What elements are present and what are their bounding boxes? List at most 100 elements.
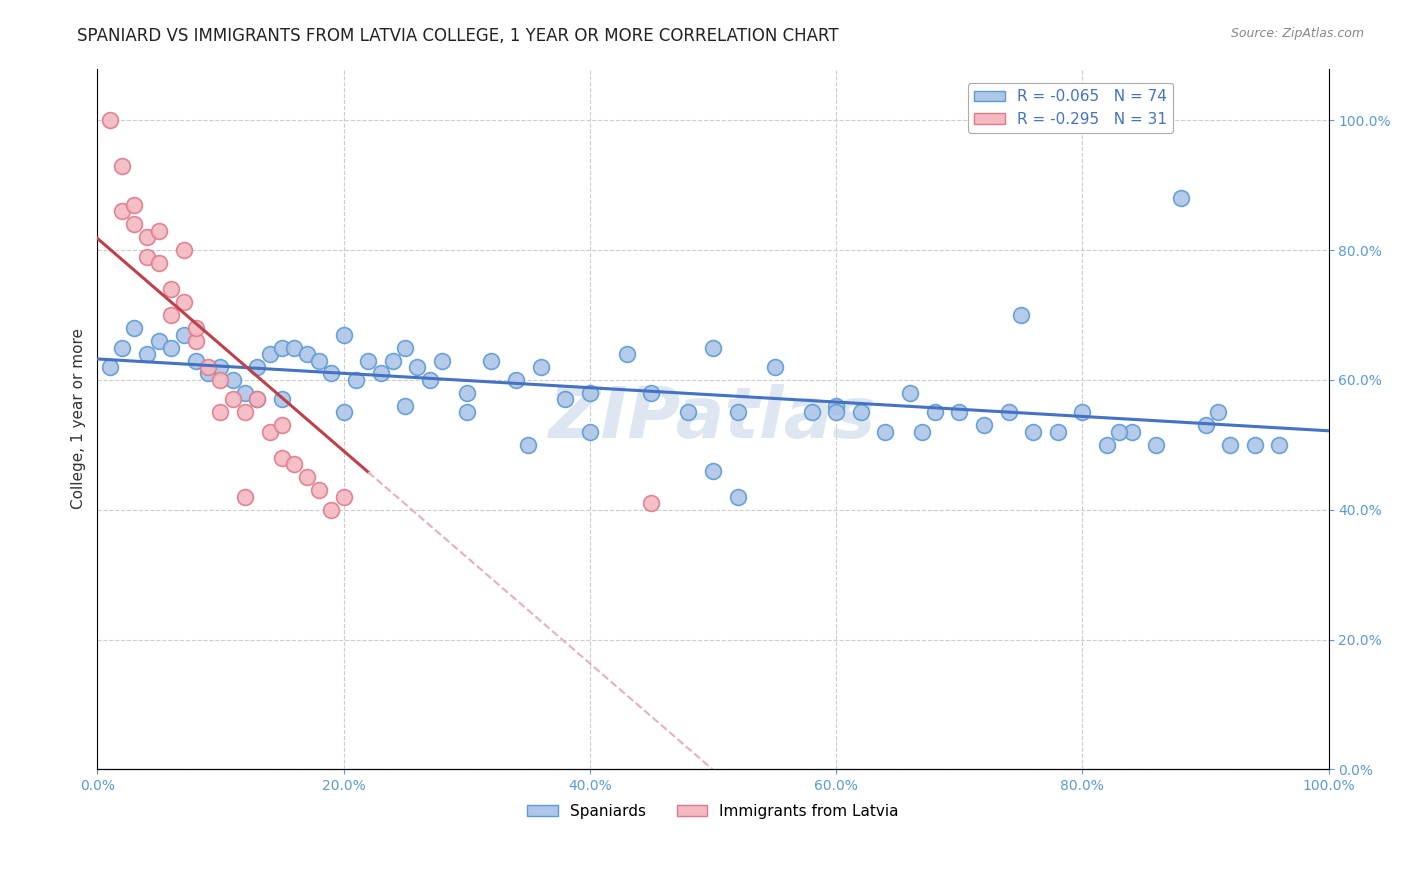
Text: Source: ZipAtlas.com: Source: ZipAtlas.com [1230,27,1364,40]
Point [357,353,380,368]
Point [135,250,157,264]
Point [530,359,553,374]
Point [1010,308,1032,322]
Point [271,341,294,355]
Point [295,470,318,484]
Point [222,373,245,387]
Point [233,490,256,504]
Point [479,353,502,368]
Point [111,204,134,219]
Point [702,341,724,355]
Point [332,490,354,504]
Point [406,359,429,374]
Point [321,367,343,381]
Point [456,386,478,401]
Point [1071,405,1094,419]
Point [148,224,170,238]
Point [394,399,416,413]
Point [209,405,232,419]
Point [763,359,786,374]
Point [554,392,576,407]
Point [271,450,294,465]
Point [1144,438,1167,452]
Point [678,405,700,419]
Point [1243,438,1265,452]
Point [308,483,330,498]
Point [173,327,195,342]
Point [135,347,157,361]
Point [898,386,921,401]
Point [702,464,724,478]
Point [344,373,367,387]
Point [197,367,219,381]
Point [246,392,269,407]
Point [616,347,638,361]
Point [640,496,662,510]
Point [370,367,392,381]
Point [111,341,134,355]
Point [295,347,318,361]
Point [124,321,146,335]
Point [271,418,294,433]
Point [430,353,453,368]
Point [640,386,662,401]
Point [233,386,256,401]
Point [1121,425,1143,439]
Point [124,198,146,212]
Point [875,425,897,439]
Point [456,405,478,419]
Point [160,308,183,322]
Point [1219,438,1241,452]
Point [98,359,121,374]
Point [1268,438,1291,452]
Point [1046,425,1069,439]
Point [233,405,256,419]
Text: ZIPatlas: ZIPatlas [550,384,877,453]
Point [259,347,281,361]
Point [505,373,527,387]
Point [332,327,354,342]
Point [184,334,207,348]
Point [160,282,183,296]
Point [727,405,749,419]
Point [222,392,245,407]
Point [184,353,207,368]
Point [160,341,183,355]
Point [332,405,354,419]
Point [321,502,343,516]
Point [173,243,195,257]
Point [184,321,207,335]
Point [825,399,848,413]
Point [948,405,970,419]
Point [1108,425,1130,439]
Point [246,359,269,374]
Point [1194,418,1216,433]
Point [124,217,146,231]
Point [1095,438,1118,452]
Point [209,359,232,374]
Point [997,405,1019,419]
Point [209,373,232,387]
Point [197,359,219,374]
Point [111,159,134,173]
Y-axis label: College, 1 year or more: College, 1 year or more [72,328,86,509]
Point [727,490,749,504]
Point [98,113,121,128]
Point [924,405,946,419]
Point [381,353,404,368]
Text: SPANIARD VS IMMIGRANTS FROM LATVIA COLLEGE, 1 YEAR OR MORE CORRELATION CHART: SPANIARD VS IMMIGRANTS FROM LATVIA COLLE… [77,27,839,45]
Point [517,438,540,452]
Point [800,405,823,419]
Point [283,458,305,472]
Point [173,295,195,310]
Point [1206,405,1229,419]
Point [135,230,157,244]
Point [973,418,995,433]
Point [825,405,848,419]
Point [308,353,330,368]
Point [579,386,602,401]
Point [419,373,441,387]
Point [259,425,281,439]
Point [1170,191,1192,205]
Point [246,392,269,407]
